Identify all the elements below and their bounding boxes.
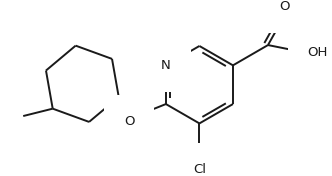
Text: O: O [279, 0, 290, 13]
Text: O: O [124, 115, 134, 128]
Text: Cl: Cl [193, 163, 206, 176]
Text: OH: OH [307, 46, 328, 59]
Text: N: N [161, 59, 171, 72]
